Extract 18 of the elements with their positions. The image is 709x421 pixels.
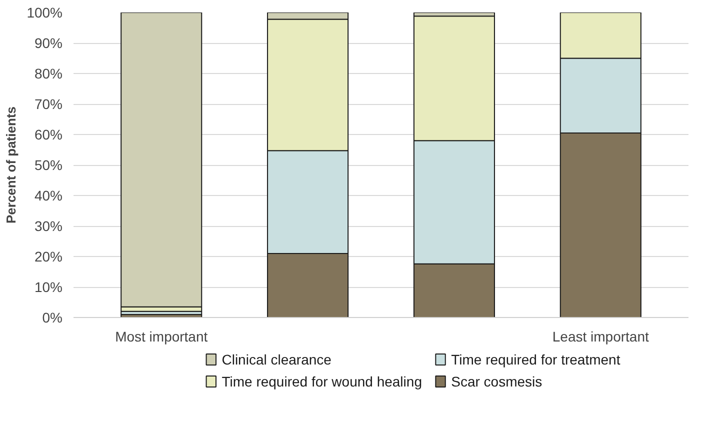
y-axis-title: Percent of patients bbox=[4, 106, 19, 224]
legend-label: Time required for treatment bbox=[451, 352, 620, 368]
y-tick-label: 0% bbox=[42, 310, 62, 326]
y-tick-label: 10% bbox=[34, 279, 63, 295]
y-tick-label: 20% bbox=[34, 248, 63, 264]
y-tick-label: 60% bbox=[34, 126, 63, 142]
legend-label: Time required for wound healing bbox=[222, 374, 422, 390]
x-tick-label: Least important bbox=[552, 328, 649, 344]
y-tick-label: 100% bbox=[26, 4, 63, 20]
y-tick-label: 90% bbox=[34, 35, 63, 51]
y-tick-label: 40% bbox=[34, 188, 63, 204]
y-tick-label: 70% bbox=[34, 96, 63, 112]
x-tick-label: Most important bbox=[115, 328, 208, 344]
y-tick-label: 50% bbox=[34, 157, 63, 173]
y-tick-label: 30% bbox=[34, 218, 63, 234]
legend-label: Scar cosmesis bbox=[451, 374, 542, 390]
y-tick-label: 80% bbox=[34, 66, 63, 82]
legend-label: Clinical clearance bbox=[222, 352, 332, 368]
